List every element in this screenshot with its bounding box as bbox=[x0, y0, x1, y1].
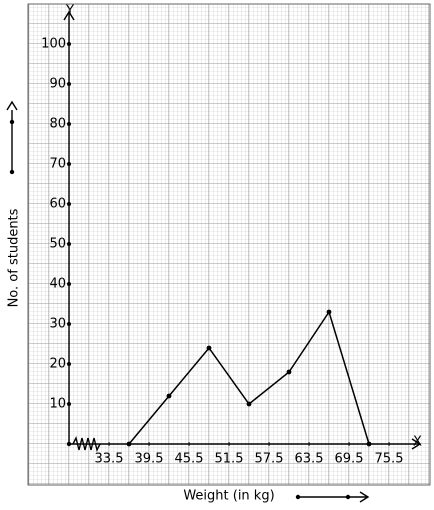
decor-dot bbox=[295, 494, 301, 500]
y-tick bbox=[67, 402, 71, 406]
x-tick-label: 57.5 bbox=[255, 452, 284, 467]
y-axis-name: Y bbox=[65, 4, 74, 19]
x-tick-label: 63.5 bbox=[295, 452, 324, 467]
decor-dot bbox=[9, 119, 15, 125]
data-point bbox=[366, 441, 372, 447]
y-tick bbox=[67, 282, 71, 286]
y-tick bbox=[67, 242, 71, 246]
y-tick bbox=[67, 82, 71, 86]
y-tick-label: 90 bbox=[49, 77, 66, 92]
data-point bbox=[126, 441, 132, 447]
y-tick bbox=[67, 122, 71, 126]
y-tick-label: 80 bbox=[49, 117, 66, 132]
x-tick-label: 33.5 bbox=[95, 452, 124, 467]
y-tick-label: 40 bbox=[49, 277, 66, 292]
y-tick-label: 50 bbox=[49, 237, 66, 252]
decor-dot bbox=[9, 169, 15, 175]
data-point bbox=[166, 393, 172, 399]
y-tick bbox=[67, 202, 71, 206]
bottom-arrow bbox=[298, 491, 370, 503]
y-tick-label: 100 bbox=[41, 37, 66, 52]
y-tick bbox=[67, 42, 71, 46]
decor-dot bbox=[345, 494, 351, 500]
y-axis-label: No. of students bbox=[7, 208, 22, 307]
y-tick-label: 60 bbox=[49, 197, 66, 212]
y-arrow bbox=[63, 10, 75, 21]
x-tick-label: 51.5 bbox=[215, 452, 244, 467]
x-tick-label: 45.5 bbox=[175, 452, 204, 467]
data-point bbox=[206, 345, 212, 351]
y-tick bbox=[67, 162, 71, 166]
y-tick-label: 10 bbox=[49, 397, 66, 412]
left-arrow bbox=[6, 100, 18, 172]
y-tick bbox=[67, 362, 71, 366]
y-tick-label: 30 bbox=[49, 317, 66, 332]
x-axis-label: Weight (in kg) bbox=[183, 489, 274, 504]
data-point bbox=[326, 309, 332, 315]
x-tick-label: 69.5 bbox=[335, 452, 364, 467]
y-tick bbox=[67, 322, 71, 326]
x-arrow bbox=[411, 438, 422, 450]
graph-paper bbox=[27, 3, 431, 486]
x-tick-label: 39.5 bbox=[135, 452, 164, 467]
x-tick-label: 75.5 bbox=[375, 452, 404, 467]
y-tick-label: 20 bbox=[49, 357, 66, 372]
data-point bbox=[246, 401, 252, 407]
data-point bbox=[286, 369, 292, 375]
y-tick-label: 70 bbox=[49, 157, 66, 172]
x-axis-name: X bbox=[413, 435, 422, 450]
